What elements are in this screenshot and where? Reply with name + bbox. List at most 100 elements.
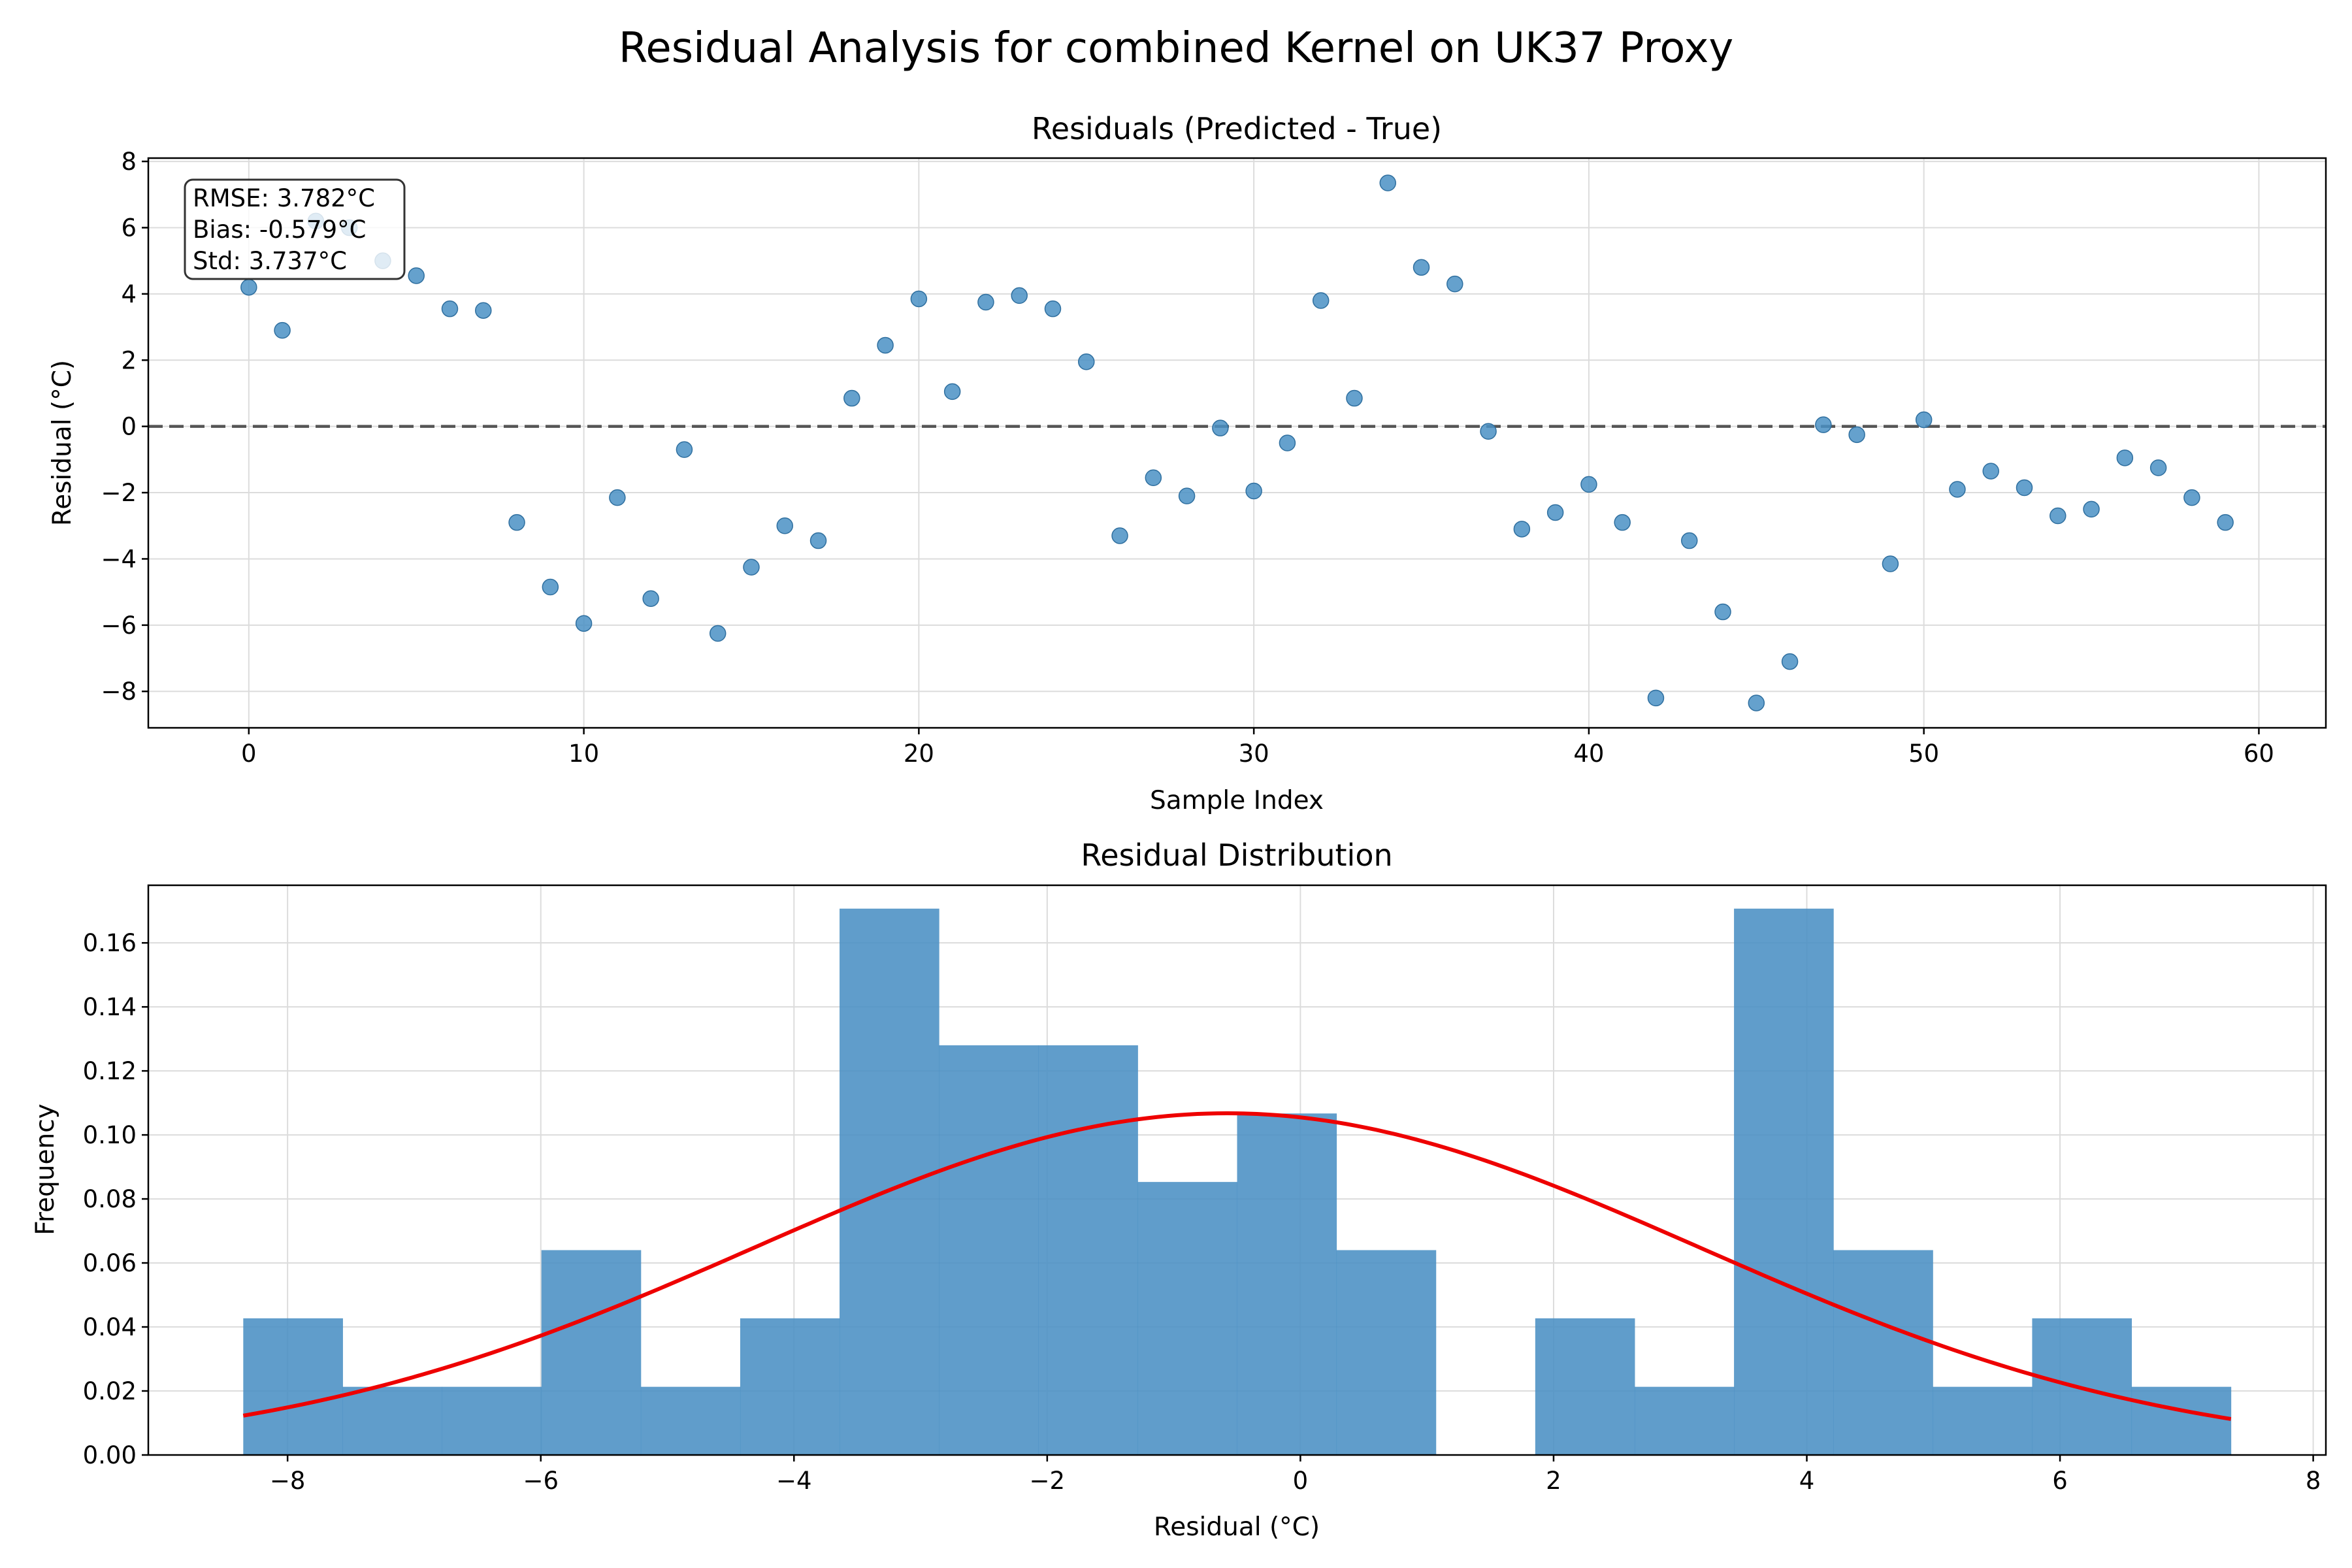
histogram-x-tick-label: 8	[2306, 1467, 2321, 1495]
histogram-x-axis-label: Residual (°C)	[1154, 1512, 1320, 1542]
histogram-bar	[1734, 908, 1834, 1455]
scatter-y-tick-label: 2	[121, 346, 137, 374]
histogram-y-ticks: 0.00 0.02 0.04 0.06 0.08 0.10 0.12 0.14 0.16	[83, 929, 148, 1469]
histogram-bar	[640, 1386, 741, 1455]
histogram-bar	[243, 1318, 343, 1455]
scatter-x-tick-label: 20	[904, 740, 934, 768]
scatter-y-tick-label: 0	[121, 413, 137, 441]
histogram-bar	[442, 1386, 542, 1455]
histogram-y-tick-label: 0.02	[83, 1377, 137, 1405]
scatter-y-tick-label: −4	[101, 545, 137, 573]
histogram-x-tick-label: 0	[1293, 1467, 1309, 1495]
scatter-x-ticks: 0 10 20 30 40 50 60	[241, 728, 2274, 768]
histogram-bar	[2131, 1386, 2232, 1455]
histogram-y-tick-label: 0.16	[83, 929, 137, 957]
scatter-x-tick-label: 60	[2244, 740, 2274, 768]
histogram-bar	[541, 1250, 642, 1455]
histogram-x-tick-label: 6	[2052, 1467, 2068, 1495]
residual-point	[2217, 514, 2234, 531]
histogram-x-tick-label: −2	[1030, 1467, 1066, 1495]
residual-point	[2183, 489, 2200, 506]
residual-point	[1346, 389, 1363, 407]
scatter-y-tick-label: −8	[101, 678, 137, 706]
residual-point	[1680, 532, 1698, 549]
histogram-y-tick-label: 0.00	[83, 1441, 137, 1469]
residual-point	[1178, 487, 1196, 504]
residual-point	[240, 278, 257, 296]
residual-point	[843, 389, 860, 407]
histogram-plot-frame	[147, 884, 2327, 1456]
histogram-bar	[1933, 1386, 2033, 1455]
residual-point	[1011, 287, 1028, 304]
residual-point	[542, 578, 559, 596]
residual-point	[1111, 527, 1128, 544]
residual-point	[809, 532, 827, 549]
residual-point	[1915, 411, 1933, 429]
histogram-y-tick-label: 0.08	[83, 1185, 137, 1213]
scatter-x-tick-label: 0	[241, 740, 257, 768]
histogram-y-tick-label: 0.10	[83, 1121, 137, 1149]
residual-point	[1480, 423, 1497, 440]
residual-point	[508, 514, 525, 531]
residual-point	[1446, 275, 1463, 293]
residual-point	[1513, 521, 1531, 538]
histogram-bar	[840, 908, 939, 1455]
scatter-x-tick-label: 50	[1908, 740, 1939, 768]
histogram-bars	[243, 908, 2232, 1455]
residual-point	[1279, 434, 1296, 451]
residual-point	[642, 590, 659, 608]
residual-point	[475, 302, 492, 319]
scatter-x-tick-label: 10	[568, 740, 599, 768]
residual-point	[1212, 419, 1229, 436]
scatter-plot-frame	[147, 157, 2327, 729]
residual-point	[2083, 500, 2100, 518]
histogram-bar	[740, 1318, 840, 1455]
residual-point	[1044, 300, 1062, 318]
residual-point	[2116, 449, 2134, 466]
residual-point	[1815, 416, 1832, 433]
histogram-y-axis-label: Frequency	[31, 1103, 60, 1235]
histogram-x-tick-label: −6	[523, 1467, 559, 1495]
residual-histogram-panel: Residual Distribution Residual (°C) Freq…	[31, 838, 2327, 1542]
stats-bias: Bias: -0.579°C	[193, 216, 366, 244]
residual-point	[1546, 504, 1564, 521]
histogram-bar	[1237, 1113, 1337, 1455]
residual-point	[274, 321, 291, 339]
residual-point	[1614, 514, 1631, 531]
histogram-x-tick-label: −8	[270, 1467, 306, 1495]
histogram-bar	[1634, 1386, 1735, 1455]
residual-point	[1078, 353, 1095, 370]
residual-point	[877, 336, 894, 354]
stats-std: Std: 3.737°C	[193, 247, 347, 275]
scatter-title: Residuals (Predicted - True)	[1032, 111, 1442, 146]
scatter-y-axis-label: Residual (°C)	[48, 360, 77, 526]
residual-point	[1882, 555, 1899, 572]
residual-point	[709, 625, 727, 642]
histogram-x-tick-label: 4	[1799, 1467, 1815, 1495]
histogram-y-tick-label: 0.04	[83, 1313, 137, 1341]
residual-point	[1748, 694, 1765, 711]
scatter-y-tick-label: 6	[121, 214, 137, 242]
residual-point	[977, 293, 994, 311]
residual-point	[1413, 259, 1430, 276]
scatter-y-tick-label: 4	[121, 280, 137, 308]
residual-point	[2016, 479, 2033, 497]
normal-fit-line	[242, 1111, 2232, 1421]
scatter-gridlines	[148, 158, 2326, 728]
residual-point	[1949, 481, 1966, 498]
scatter-y-tick-label: −6	[101, 612, 137, 640]
residual-point	[2149, 459, 2167, 476]
residual-point	[943, 383, 961, 400]
histogram-bar	[1137, 1182, 1237, 1455]
stats-box-background	[184, 178, 406, 280]
scatter-x-tick-label: 30	[1239, 740, 1269, 768]
stats-box: RMSE: 3.782°C Bias: -0.579°C Std: 3.737°…	[184, 178, 406, 280]
residual-point	[676, 441, 693, 458]
histogram-bar	[1336, 1250, 1437, 1455]
scatter-x-axis-label: Sample Index	[1150, 786, 1324, 815]
histogram-bar	[939, 1045, 1039, 1455]
histogram-bar	[1833, 1250, 1933, 1455]
residual-point	[1245, 482, 1262, 500]
residual-point	[408, 267, 425, 284]
